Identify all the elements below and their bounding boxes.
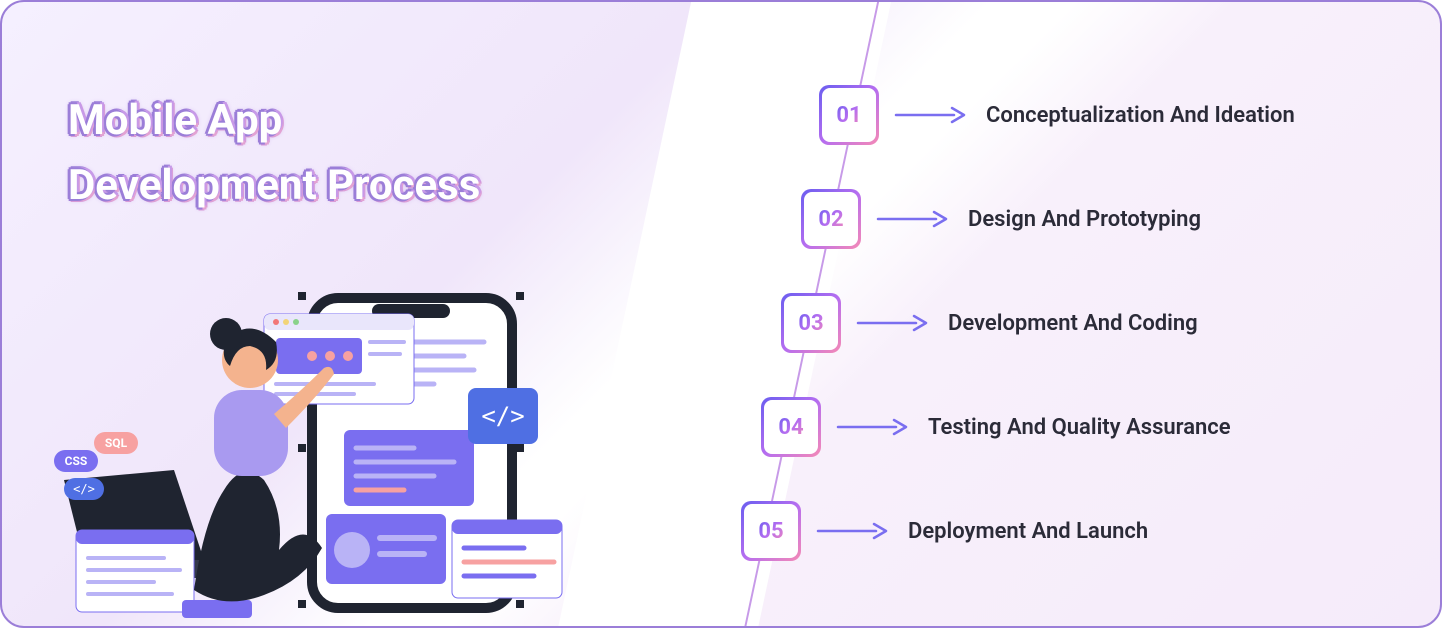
step-label: Design And Prototyping <box>968 207 1201 232</box>
step-row-03: 03 Development And Coding <box>742 296 1380 350</box>
infographic-card: Mobile App Development Process <box>0 0 1442 628</box>
step-label: Development And Coding <box>948 311 1198 336</box>
step-number-box: 01 <box>822 88 876 142</box>
illustration: </> CSS SQL <box>54 280 574 620</box>
title-block: Mobile App Development Process <box>68 88 480 218</box>
step-label: Deployment And Launch <box>908 519 1148 544</box>
arrow-icon <box>818 417 928 437</box>
badge-sql: SQL <box>105 436 128 450</box>
svg-text:</>: </> <box>481 402 524 430</box>
title-line-1: Mobile App <box>68 88 480 153</box>
steps-list: 01 Conceptualization And Ideation 02 Design… <box>742 88 1380 558</box>
badge-code: </> <box>73 482 95 496</box>
badge-css: CSS <box>65 454 88 468</box>
step-row-02: 02 Design And Prototyping <box>742 192 1380 246</box>
step-number-box: 02 <box>804 192 858 246</box>
step-label: Testing And Quality Assurance <box>928 415 1231 440</box>
step-label: Conceptualization And Ideation <box>986 103 1295 128</box>
step-number: 01 <box>836 103 861 128</box>
title-line-2: Development Process <box>68 153 480 218</box>
step-number-box: 04 <box>764 400 818 454</box>
step-row-05: 05 Deployment And Launch <box>742 504 1380 558</box>
step-number: 05 <box>758 519 783 544</box>
arrow-icon <box>798 521 908 541</box>
arrow-icon <box>838 313 948 333</box>
step-number: 04 <box>778 415 803 440</box>
arrow-icon <box>858 209 968 229</box>
step-number-box: 03 <box>784 296 838 350</box>
step-number: 03 <box>798 311 823 336</box>
step-row-01: 01 Conceptualization And Ideation <box>742 88 1380 142</box>
arrow-icon <box>876 105 986 125</box>
step-number-box: 05 <box>744 504 798 558</box>
step-number: 02 <box>818 207 843 232</box>
step-row-04: 04 Testing And Quality Assurance <box>742 400 1380 454</box>
